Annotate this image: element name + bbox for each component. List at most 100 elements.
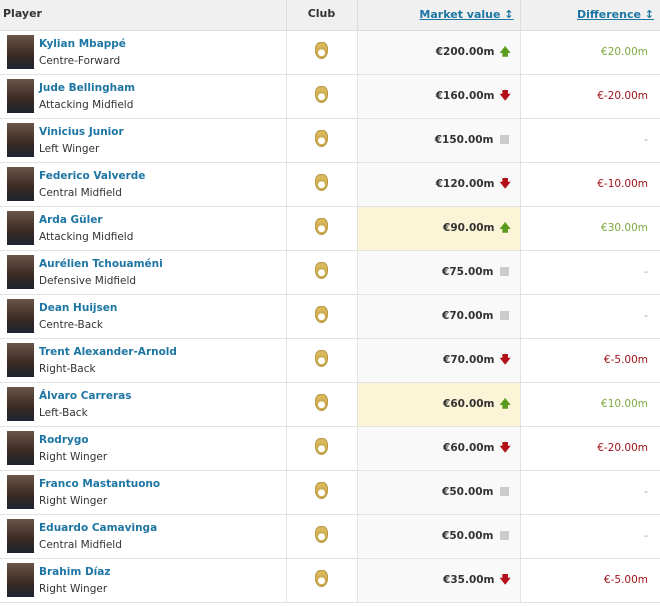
player-position: Central Midfield [39, 538, 122, 551]
value-difference: €-5.00m [520, 338, 660, 383]
market-value: €70.00m [443, 353, 495, 366]
player-name-link[interactable]: Aurélien Tchouaméni [39, 257, 163, 270]
real-madrid-crest-icon[interactable] [315, 42, 328, 59]
table-row: Jude Bellingham Attacking Midfield €160.0… [0, 74, 660, 119]
table-row: Eduardo Camavinga Central Midfield €50.00… [0, 514, 660, 559]
player-photo[interactable] [7, 387, 34, 421]
player-position: Right Winger [39, 494, 108, 507]
player-name-link[interactable]: Brahim Díaz [39, 565, 111, 578]
player-name-link[interactable]: Arda Güler [39, 213, 103, 226]
market-value: €60.00m [443, 441, 495, 454]
market-value: €120.00m [435, 177, 495, 190]
market-value: €70.00m [442, 310, 494, 322]
arrow-up-icon: 🡅 [499, 396, 511, 410]
table-header: Player Club Market value ↕ Difference ↕ [0, 0, 660, 31]
unchanged-icon [499, 487, 509, 496]
table-row: Federico Valverde Central Midfield €120.0… [0, 162, 660, 207]
market-value: €90.00m [443, 221, 495, 234]
real-madrid-crest-icon[interactable] [315, 394, 328, 411]
table-row: Brahim Díaz Right Winger €35.00m 🡇 €-5.00m [0, 558, 660, 603]
market-value: €200.00m [435, 45, 495, 58]
arrow-down-icon: 🡇 [499, 88, 511, 102]
value-difference: - [520, 118, 660, 163]
real-madrid-crest-icon[interactable] [315, 526, 328, 543]
real-madrid-crest-icon[interactable] [315, 482, 328, 499]
real-madrid-crest-icon[interactable] [315, 262, 328, 279]
player-position: Central Midfield [39, 186, 122, 199]
table-row: Dean Huijsen Centre-Back €70.00m - [0, 294, 660, 339]
player-photo[interactable] [7, 211, 34, 245]
market-value: €75.00m [442, 266, 494, 278]
value-difference: - [520, 294, 660, 339]
value-difference: €-20.00m [520, 426, 660, 471]
market-value: €160.00m [435, 89, 495, 102]
real-madrid-crest-icon[interactable] [315, 130, 328, 147]
player-name-link[interactable]: Eduardo Camavinga [39, 521, 158, 534]
player-position: Attacking Midfield [39, 230, 134, 243]
player-name-link[interactable]: Dean Huijsen [39, 301, 118, 314]
market-value: €35.00m [443, 573, 495, 586]
arrow-down-icon: 🡇 [499, 176, 511, 190]
arrow-up-icon: 🡅 [499, 220, 511, 234]
value-difference: €-20.00m [520, 74, 660, 119]
table-row: Trent Alexander-Arnold Right-Back €70.00m… [0, 338, 660, 383]
player-photo[interactable] [7, 563, 34, 597]
table-row: Aurélien Tchouaméni Defensive Midfield €7… [0, 250, 660, 295]
value-difference: - [520, 250, 660, 295]
sort-market-value-link[interactable]: Market value ↕ [419, 8, 514, 22]
unchanged-icon [499, 531, 509, 540]
real-madrid-crest-icon[interactable] [315, 438, 328, 455]
player-photo[interactable] [7, 519, 34, 553]
player-photo[interactable] [7, 79, 34, 113]
arrow-up-icon: 🡅 [499, 44, 511, 58]
value-difference: €30.00m [520, 206, 660, 251]
player-name-link[interactable]: Álvaro Carreras [39, 389, 132, 402]
table-row: Vinicius Junior Left Winger €150.00m - [0, 118, 660, 163]
player-position: Right Winger [39, 582, 108, 595]
table-row: Rodrygo Right Winger €60.00m 🡇 €-20.00m [0, 426, 660, 471]
player-photo[interactable] [7, 255, 34, 289]
table-row: Franco Mastantuono Right Winger €50.00m - [0, 470, 660, 515]
player-position: Defensive Midfield [39, 274, 137, 287]
player-name-link[interactable]: Franco Mastantuono [39, 477, 161, 490]
value-difference: €-10.00m [520, 162, 660, 207]
value-difference: €-5.00m [520, 558, 660, 603]
real-madrid-crest-icon[interactable] [315, 350, 328, 367]
player-name-link[interactable]: Vinicius Junior [39, 125, 124, 138]
player-photo[interactable] [7, 167, 34, 201]
player-name-link[interactable]: Kylian Mbappé [39, 37, 126, 50]
table-row: Kylian Mbappé Centre-Forward €200.00m 🡅 €2… [0, 30, 660, 75]
player-photo[interactable] [7, 343, 34, 377]
value-difference: €10.00m [520, 382, 660, 427]
club-column-header: Club [286, 0, 358, 31]
player-photo[interactable] [7, 299, 34, 333]
player-name-link[interactable]: Rodrygo [39, 433, 89, 446]
player-name-link[interactable]: Jude Bellingham [39, 81, 136, 94]
player-photo[interactable] [7, 35, 34, 69]
arrow-down-icon: 🡇 [499, 572, 511, 586]
player-position: Left-Back [39, 406, 88, 419]
player-position: Centre-Forward [39, 54, 121, 67]
player-position: Right-Back [39, 362, 96, 375]
table-row: Álvaro Carreras Left-Back €60.00m 🡅 €10.00… [0, 382, 660, 427]
arrow-down-icon: 🡇 [499, 352, 511, 366]
arrow-down-icon: 🡇 [499, 440, 511, 454]
real-madrid-crest-icon[interactable] [315, 570, 328, 587]
player-name-link[interactable]: Trent Alexander-Arnold [39, 345, 177, 358]
market-value: €50.00m [442, 530, 494, 542]
market-value: €60.00m [443, 397, 495, 410]
sort-difference-link[interactable]: Difference ↕ [576, 8, 654, 22]
player-photo[interactable] [7, 431, 34, 465]
player-photo[interactable] [7, 123, 34, 157]
real-madrid-crest-icon[interactable] [315, 174, 328, 191]
player-position: Centre-Back [39, 318, 104, 331]
real-madrid-crest-icon[interactable] [315, 306, 328, 323]
player-name-link[interactable]: Federico Valverde [39, 169, 146, 182]
real-madrid-crest-icon[interactable] [315, 86, 328, 103]
real-madrid-crest-icon[interactable] [315, 218, 328, 235]
market-value: €50.00m [442, 486, 494, 498]
player-position: Left Winger [39, 142, 100, 155]
value-difference: - [520, 470, 660, 515]
player-photo[interactable] [7, 475, 34, 509]
